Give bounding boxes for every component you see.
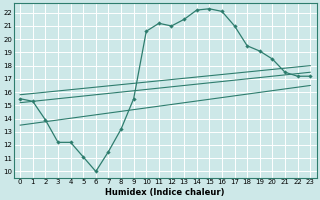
X-axis label: Humidex (Indice chaleur): Humidex (Indice chaleur) bbox=[106, 188, 225, 197]
